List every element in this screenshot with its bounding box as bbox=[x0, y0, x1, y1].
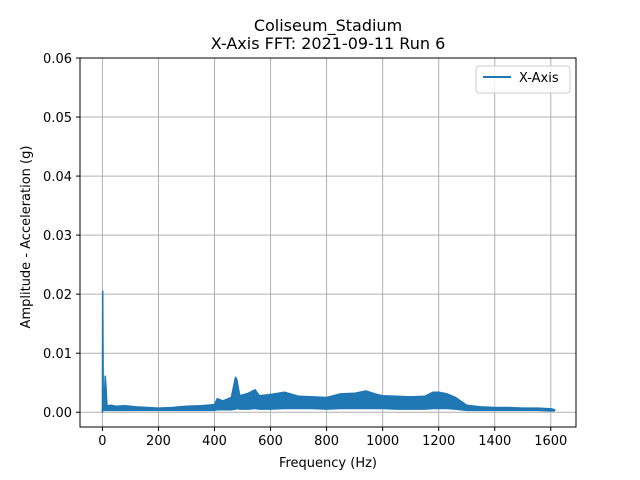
chart-subtitle: X-Axis FFT: 2021-09-11 Run 6 bbox=[211, 34, 446, 53]
x-axis-label: Frequency (Hz) bbox=[279, 456, 377, 471]
data-point bbox=[230, 396, 232, 399]
data-point bbox=[146, 406, 148, 409]
data-point bbox=[102, 290, 104, 292]
x-tick-label: 200 bbox=[146, 434, 171, 449]
data-point bbox=[199, 405, 202, 407]
data-point bbox=[104, 375, 106, 377]
x-tick-label: 400 bbox=[202, 434, 227, 449]
data-point bbox=[239, 395, 241, 397]
data-point bbox=[157, 407, 160, 409]
data-point bbox=[270, 393, 272, 396]
data-point bbox=[554, 409, 556, 411]
legend-label-x-axis: X-Axis bbox=[519, 71, 559, 86]
data-point bbox=[550, 408, 552, 410]
data-point bbox=[382, 395, 384, 397]
y-tick-label: 0.05 bbox=[43, 111, 72, 126]
data-point bbox=[105, 388, 107, 390]
data-point bbox=[494, 406, 496, 409]
data-point bbox=[135, 406, 137, 408]
y-tick-label: 0.00 bbox=[43, 406, 72, 421]
y-tick-label: 0.03 bbox=[43, 229, 72, 244]
chart-title: Coliseum_Stadium bbox=[254, 16, 402, 36]
data-point bbox=[354, 392, 356, 394]
y-tick-label: 0.04 bbox=[43, 170, 72, 185]
data-point bbox=[258, 395, 260, 397]
x-tick-label: 0 bbox=[98, 434, 106, 449]
data-point bbox=[102, 405, 104, 407]
data-point bbox=[480, 406, 482, 408]
data-point bbox=[115, 405, 117, 407]
data-point bbox=[234, 376, 237, 378]
data-point bbox=[522, 407, 524, 409]
data-point bbox=[424, 395, 426, 397]
data-point bbox=[185, 405, 188, 407]
data-point bbox=[247, 392, 249, 394]
data-point bbox=[432, 391, 434, 393]
y-axis-label: Amplitude - Acceleration (g) bbox=[19, 146, 34, 329]
data-point bbox=[106, 404, 108, 406]
data-point bbox=[508, 406, 510, 409]
data-point bbox=[284, 391, 286, 393]
x-tick-label: 600 bbox=[258, 434, 283, 449]
x-tick-label: 1200 bbox=[422, 434, 455, 449]
y-tick-label: 0.02 bbox=[43, 288, 72, 303]
plot-frame bbox=[79, 57, 577, 428]
data-point bbox=[340, 393, 342, 395]
data-point bbox=[326, 396, 328, 399]
y-axis: 0.00 0.01 0.02 0.03 0.04 0.05 0.06 bbox=[43, 52, 80, 421]
data-point bbox=[454, 396, 457, 399]
data-point bbox=[254, 389, 256, 391]
data-point bbox=[101, 411, 103, 413]
x-tick-label: 1400 bbox=[478, 434, 511, 449]
data-point bbox=[376, 393, 378, 396]
data-point bbox=[446, 393, 448, 395]
x-tick-label: 1000 bbox=[366, 434, 399, 449]
series-line-x-axis bbox=[101, 290, 556, 413]
data-point bbox=[103, 404, 105, 406]
data-point bbox=[107, 405, 109, 407]
y-tick-label: 0.01 bbox=[43, 347, 72, 362]
x-tick-label: 1600 bbox=[534, 434, 567, 449]
data-point bbox=[213, 404, 216, 406]
data-point bbox=[171, 406, 174, 409]
data-point bbox=[236, 379, 238, 381]
data-point bbox=[216, 398, 218, 400]
legend: X-Axis bbox=[475, 65, 571, 94]
series-layer bbox=[101, 290, 556, 413]
data-point bbox=[124, 405, 126, 407]
data-point bbox=[438, 391, 440, 393]
data-point bbox=[110, 404, 112, 406]
data-point bbox=[410, 396, 412, 398]
legend-box bbox=[475, 65, 571, 94]
grid-lines bbox=[80, 57, 576, 427]
data-point bbox=[298, 395, 300, 397]
data-point bbox=[365, 390, 367, 392]
x-tick-label: 800 bbox=[314, 434, 339, 449]
data-point bbox=[466, 404, 468, 406]
data-point bbox=[312, 396, 314, 398]
data-point bbox=[536, 407, 538, 409]
data-point bbox=[222, 400, 224, 402]
x-axis: 0 200 400 600 800 1000 1200 1400 1600 bbox=[98, 427, 567, 449]
y-tick-label: 0.06 bbox=[43, 52, 72, 67]
data-point bbox=[396, 395, 398, 397]
